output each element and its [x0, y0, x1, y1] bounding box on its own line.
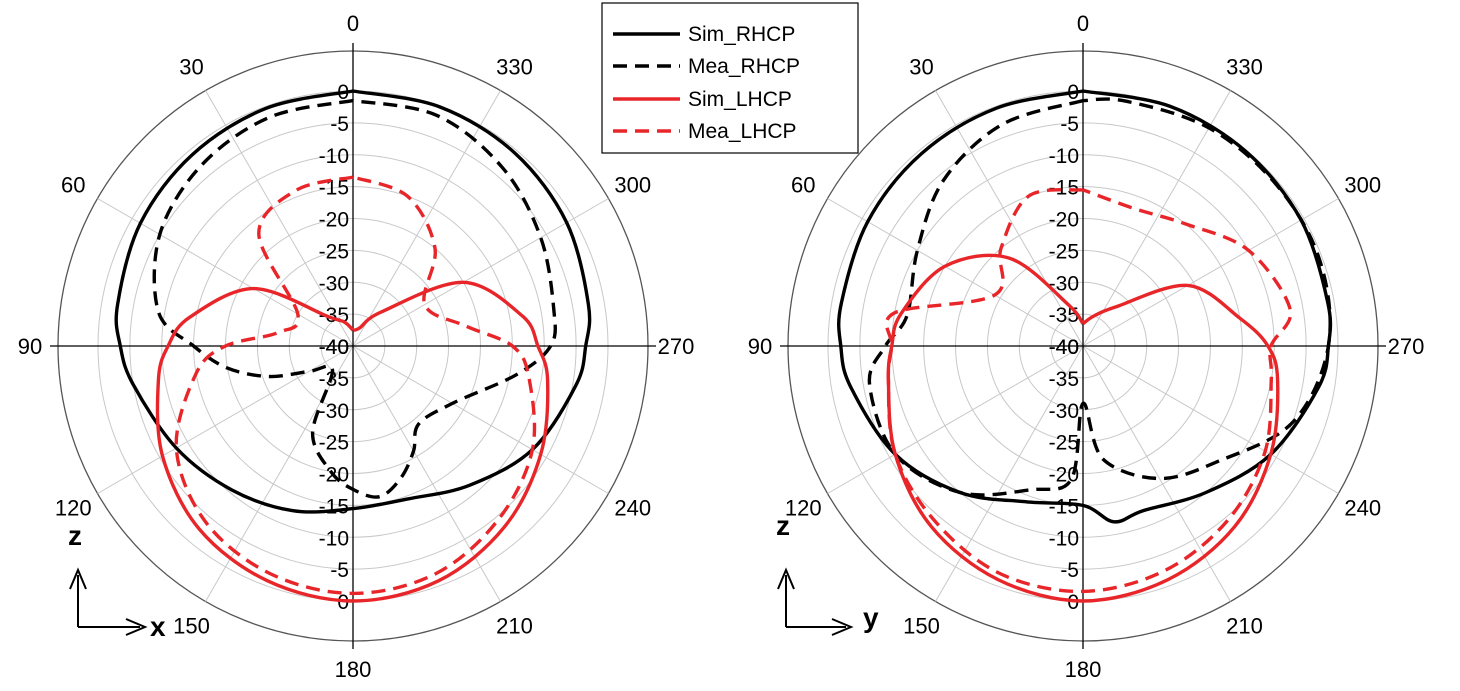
angle-label-300: 300: [1344, 173, 1381, 198]
polar-plot-xz: 00-5-5-10-10-15-15-20-20-25-25-30-30-35-…: [18, 11, 695, 682]
series-line-sim-rhcp: [114, 89, 592, 514]
r-tick-label-upper: -20: [319, 209, 349, 232]
angle-label-330: 330: [496, 54, 533, 79]
angle-label-240: 240: [614, 496, 651, 521]
angle-label-180: 180: [1065, 657, 1102, 682]
legend-label-sim-rhcp: Sim_RHCP: [688, 23, 795, 46]
series-line-mea-lhcp: [174, 175, 537, 596]
legend: Sim_RHCP Mea_RHCP Sim_LHCP Mea_LHCP: [601, 2, 859, 154]
horizontal-axis-name: y: [863, 602, 879, 633]
radial-gridline: [1082, 345, 1339, 494]
r-tick-label-lower: -15: [1049, 495, 1079, 518]
coordinate-glyph-yz: z y: [776, 510, 879, 636]
r-tick-label-upper: -25: [319, 240, 349, 263]
r-tick-label-lower: -25: [1049, 432, 1079, 455]
angle-label-90: 90: [748, 334, 772, 359]
angle-label-30: 30: [179, 54, 203, 79]
series-line-sim-rhcp: [837, 89, 1333, 524]
radial-gridline: [97, 198, 354, 347]
angle-label-30: 30: [909, 54, 933, 79]
r-tick-label-lower: -5: [1060, 559, 1079, 582]
r-tick-label-lower: -10: [1049, 527, 1079, 550]
r-tick-label-lower: -10: [319, 527, 349, 550]
angle-label-60: 60: [791, 173, 815, 198]
r-tick-label-upper: -35: [1049, 304, 1079, 327]
angle-label-180: 180: [335, 657, 372, 682]
r-tick-label-lower: -35: [1049, 368, 1079, 391]
r-tick-label-lower: -40: [1049, 336, 1079, 359]
angle-label-0: 0: [347, 11, 359, 36]
angle-label-240: 240: [1344, 496, 1381, 521]
r-tick-label-upper: -20: [1049, 209, 1079, 232]
radial-gridline: [97, 345, 354, 494]
coordinate-glyph-xz: z x: [68, 520, 166, 642]
angle-label-270: 270: [658, 334, 695, 359]
radial-gridline: [827, 345, 1084, 494]
r-tick-label-upper: -10: [1049, 145, 1079, 168]
radial-gridline: [205, 90, 354, 347]
vertical-axis-name: z: [68, 520, 82, 551]
radial-gridline: [352, 345, 609, 494]
radial-gridline: [935, 345, 1084, 602]
r-tick-label-lower: -30: [1049, 400, 1079, 423]
radial-gridline: [352, 198, 609, 347]
r-tick-label-lower: -5: [330, 559, 349, 582]
radial-gridline: [1082, 198, 1339, 347]
legend-label-sim-lhcp: Sim_LHCP: [688, 88, 792, 111]
polar-plot-yz: 0 0 -5 -5 -10 -10 -15 -15 -20 -20 -25 -25 -30 -30 -35 -…: [748, 11, 1425, 682]
angle-label-210: 210: [1226, 614, 1263, 639]
r-tick-label-upper: -5: [330, 113, 349, 136]
r-tick-label-upper: -40: [1049, 336, 1079, 359]
vertical-arrow-head: [777, 567, 795, 590]
horizontal-arrow-head: [831, 618, 854, 636]
angle-label-300: 300: [614, 173, 651, 198]
r-tick-label-lower: 0: [337, 591, 349, 614]
r-tick-label-lower: 0: [1067, 591, 1079, 614]
angle-label-90: 90: [18, 334, 42, 359]
angle-label-210: 210: [496, 614, 533, 639]
vertical-axis-name: z: [776, 510, 790, 541]
angle-label-120: 120: [785, 496, 822, 521]
legend-label-mea-rhcp: Mea_RHCP: [688, 55, 800, 78]
radial-gridline: [352, 90, 501, 347]
series-line-mea-rhcp: [152, 98, 557, 499]
horizontal-arrow-head: [125, 618, 148, 636]
series-line-sim-lhcp: [155, 280, 550, 603]
series-line-mea-rhcp: [867, 97, 1332, 497]
angle-label-270: 270: [1388, 334, 1425, 359]
angle-label-150: 150: [903, 614, 940, 639]
radial-gridline: [1082, 345, 1231, 602]
r-tick-label-upper: -40: [319, 336, 349, 359]
legend-label-mea-lhcp: Mea_LHCP: [688, 120, 797, 143]
radial-gridline: [827, 198, 1084, 347]
r-tick-label-upper: -15: [1049, 177, 1079, 200]
angle-label-60: 60: [61, 173, 85, 198]
vertical-arrow-head: [69, 567, 87, 590]
r-tick-label-lower: -20: [1049, 464, 1079, 487]
r-tick-label-lower: -40: [319, 336, 349, 359]
horizontal-axis-name: x: [150, 611, 166, 642]
radial-gridline: [1082, 90, 1231, 347]
r-tick-label-upper: -5: [1060, 113, 1079, 136]
r-tick-label-upper: -10: [319, 145, 349, 168]
radial-gridline: [935, 90, 1084, 347]
legend-frame: [601, 2, 859, 154]
r-tick-label-lower: -25: [319, 432, 349, 455]
r-tick-label-upper: -30: [1049, 272, 1079, 295]
r-tick-label-upper: -25: [1049, 240, 1079, 263]
angle-label-120: 120: [55, 496, 92, 521]
r-tick-label-lower: -35: [319, 368, 349, 391]
angle-label-0: 0: [1077, 11, 1089, 36]
r-tick-label-upper: -30: [319, 272, 349, 295]
radial-gridline: [352, 345, 501, 602]
r-tick-label-lower: -30: [319, 400, 349, 423]
series-line-mea-lhcp: [884, 188, 1293, 594]
r-tick-label-lower: -15: [319, 495, 349, 518]
angle-label-150: 150: [173, 614, 210, 639]
series-line-sim-lhcp: [886, 253, 1280, 603]
angle-label-330: 330: [1226, 54, 1263, 79]
